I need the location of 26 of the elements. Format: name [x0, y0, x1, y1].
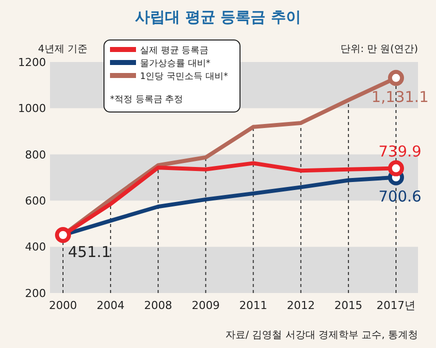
chart-title: 사립대 평균 등록금 추이: [135, 8, 301, 26]
x-tick-label: 2011: [239, 299, 268, 312]
text: 단위: 만 원(연간): [340, 44, 418, 55]
x-tick-label: 2017년: [376, 299, 416, 312]
y-tick-label: 200: [25, 286, 46, 300]
y-tick-label: 800: [25, 148, 46, 162]
x-tick-label: 2009: [192, 299, 220, 312]
y-tick-label: 1000: [18, 102, 46, 116]
legend-label: 실제 평균 등록금: [140, 46, 209, 56]
legend-label: 1인당 국민소득 대비*: [140, 72, 228, 82]
x-tick-label: 2000: [49, 299, 77, 312]
data-label: 1,131.1: [371, 88, 429, 106]
annotation: *적정 등록금 추정: [110, 95, 184, 105]
x-tick-label: 2012: [286, 299, 315, 312]
y-tick-label: 1200: [18, 56, 46, 69]
legend-label: 물가상승률 대비*: [140, 59, 211, 70]
x-tick-label: 2004: [96, 299, 125, 312]
text: 4년제 기준: [38, 44, 88, 55]
data-label: 451.1: [68, 242, 111, 261]
x-tick-label: 2015: [334, 299, 362, 312]
text: 자료/ 김영철 서강대 경제학부 교수, 통계청: [226, 330, 418, 341]
data-label: 700.6: [378, 187, 422, 206]
y-tick-label: 600: [25, 194, 46, 208]
data-label: 739.9: [378, 142, 422, 160]
x-tick-label: 2008: [144, 299, 172, 312]
y-tick-label: 400: [25, 240, 46, 254]
